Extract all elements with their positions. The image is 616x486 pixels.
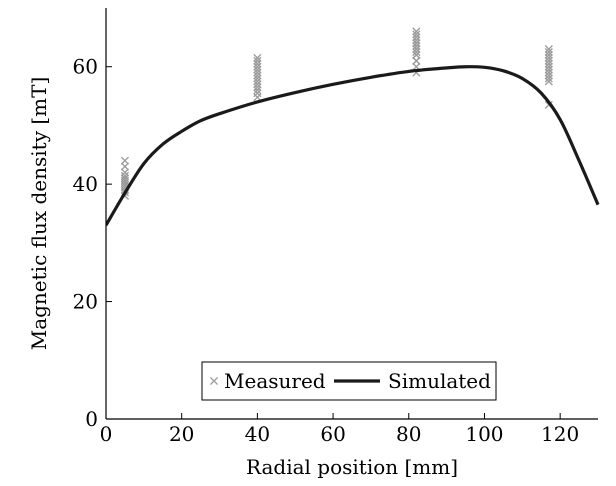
y-tick-label: 40 — [73, 172, 98, 196]
measured-point — [253, 86, 262, 95]
x-tick-label: 40 — [245, 422, 270, 446]
measured-point — [253, 74, 262, 83]
measured-point — [253, 83, 262, 92]
legend: Measured Simulated — [201, 361, 497, 401]
measured-point — [120, 171, 129, 180]
measured-point — [544, 71, 553, 80]
x-tick-label: 20 — [169, 422, 194, 446]
measured-point — [253, 65, 262, 74]
measured-point — [253, 62, 262, 71]
measured-point — [120, 162, 129, 171]
measured-point — [253, 59, 262, 68]
measured-point — [544, 65, 553, 74]
measured-point — [120, 156, 129, 165]
measured-point — [253, 68, 262, 77]
legend-marker-measured — [209, 376, 219, 386]
x-tick-label: 100 — [465, 422, 503, 446]
y-tick-label: 60 — [73, 55, 98, 79]
simulated-line — [106, 65, 600, 227]
measured-point — [120, 174, 129, 183]
y-axis-label: Magnetic flux density [mT] — [27, 77, 51, 351]
legend-label-measured: Measured — [224, 369, 326, 393]
measured-points — [120, 27, 553, 200]
measured-point — [412, 33, 421, 42]
measured-point — [544, 47, 553, 57]
measured-point — [544, 45, 553, 54]
measured-point — [412, 36, 421, 45]
measured-point — [253, 53, 262, 62]
measured-point — [544, 62, 553, 71]
x-tick-label: 0 — [100, 422, 113, 446]
measured-point — [253, 56, 262, 65]
measured-point — [412, 27, 421, 36]
x-axis-label: Radial position [mm] — [246, 455, 458, 479]
measured-point — [412, 45, 421, 54]
measured-point — [412, 50, 421, 60]
measured-point — [253, 89, 262, 98]
measured-point — [544, 68, 553, 77]
measured-point — [544, 74, 553, 83]
measured-point — [544, 59, 553, 68]
measured-point — [120, 168, 129, 177]
axes — [105, 8, 598, 420]
y-tick-label: 0 — [85, 407, 98, 431]
measured-point — [412, 47, 421, 57]
measured-point — [253, 80, 262, 89]
measured-point — [544, 53, 553, 62]
x-tick-label: 80 — [396, 422, 421, 446]
measured-point — [412, 56, 421, 65]
measured-point — [544, 56, 553, 65]
y-tick-label: 20 — [73, 290, 98, 314]
measured-point — [412, 30, 421, 39]
measured-point — [253, 77, 262, 86]
measured-point — [544, 50, 553, 60]
legend-label-simulated: Simulated — [388, 369, 491, 393]
plot-marks — [106, 27, 600, 227]
measured-point — [253, 71, 262, 80]
legend-x-marker — [209, 376, 219, 386]
x-tick-label: 60 — [320, 422, 345, 446]
ticks: 0 20 40 60 80 100 120 0 20 40 60 — [73, 55, 580, 446]
measured-point — [412, 39, 421, 48]
measured-point — [412, 42, 421, 51]
x-tick-label: 120 — [541, 422, 579, 446]
measured-point — [544, 77, 553, 86]
